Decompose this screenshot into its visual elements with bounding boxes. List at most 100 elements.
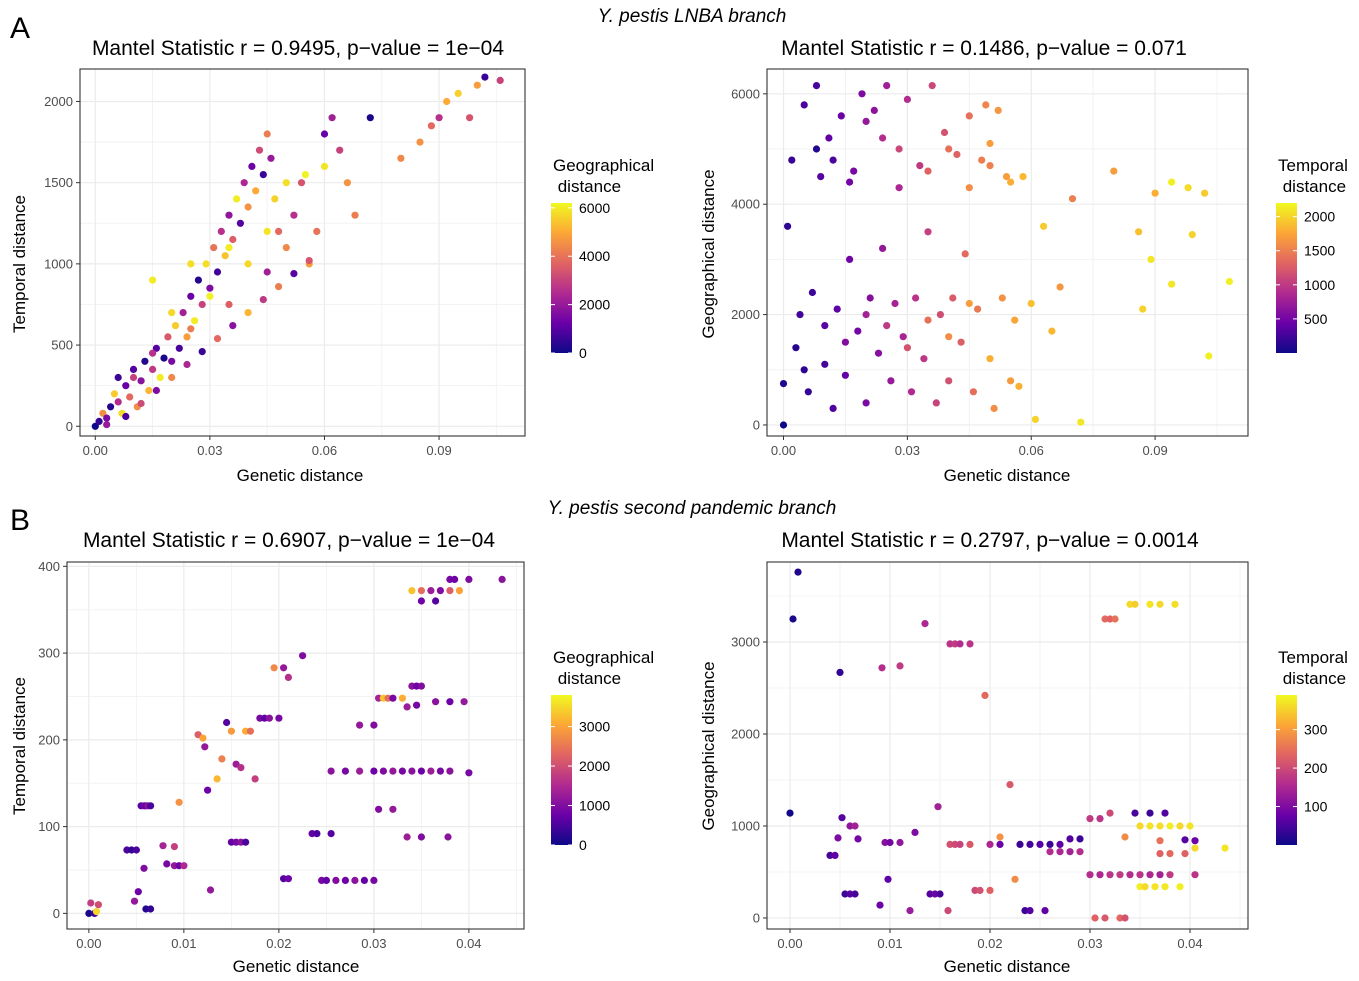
colorbar-tick-label: 4000 bbox=[579, 248, 610, 264]
data-point bbox=[408, 587, 416, 595]
data-point bbox=[351, 211, 359, 219]
data-point bbox=[141, 357, 149, 365]
data-point bbox=[443, 97, 451, 106]
legend-title-line-2: distance bbox=[553, 177, 621, 196]
data-point bbox=[883, 322, 891, 330]
data-point bbox=[800, 366, 808, 374]
data-point bbox=[375, 805, 383, 813]
panel-border bbox=[66, 561, 525, 930]
data-point bbox=[341, 876, 349, 885]
chart-title: Mantel Statistic r = 0.6907, p−value = 1… bbox=[83, 529, 495, 552]
data-point bbox=[1096, 815, 1104, 823]
data-point bbox=[244, 203, 252, 211]
data-point bbox=[417, 597, 425, 605]
data-point bbox=[403, 833, 411, 841]
y-tick-label: 0 bbox=[66, 419, 73, 434]
colorbar-tick-label: 0 bbox=[579, 837, 587, 853]
data-point bbox=[1036, 840, 1044, 849]
data-point bbox=[446, 698, 454, 706]
data-point bbox=[1151, 883, 1159, 891]
data-point bbox=[1176, 822, 1184, 830]
data-point bbox=[1136, 822, 1144, 830]
data-point bbox=[389, 767, 397, 775]
y-tick-label: 2000 bbox=[731, 727, 760, 742]
data-point bbox=[936, 890, 944, 898]
data-point bbox=[183, 333, 191, 341]
colorbar-tick-label: 100 bbox=[1304, 799, 1328, 815]
data-point bbox=[779, 421, 788, 429]
colorbar bbox=[551, 695, 572, 845]
data-point bbox=[789, 615, 797, 623]
colorbar-tick-label: 1000 bbox=[579, 798, 610, 814]
plot-area: 0.00 0.03 0.06 0.09 0 500 1000 1500 2000 bbox=[44, 68, 526, 458]
x-tick-label: 0.04 bbox=[456, 936, 481, 951]
data-point bbox=[94, 901, 102, 909]
data-point bbox=[1191, 837, 1199, 845]
data-point bbox=[924, 316, 932, 324]
data-point bbox=[255, 146, 264, 154]
data-point bbox=[1096, 871, 1104, 879]
data-point bbox=[951, 640, 959, 648]
data-point bbox=[1031, 415, 1039, 423]
data-point bbox=[996, 833, 1004, 841]
data-point bbox=[829, 156, 837, 164]
data-point bbox=[444, 833, 452, 841]
data-point bbox=[953, 150, 961, 159]
data-point bbox=[263, 268, 271, 276]
data-point bbox=[460, 698, 468, 706]
data-point bbox=[403, 703, 411, 711]
data-point bbox=[1056, 848, 1064, 856]
data-point bbox=[896, 838, 904, 847]
x-tick-label: 0.03 bbox=[1077, 936, 1102, 951]
data-point bbox=[481, 73, 489, 81]
data-point bbox=[103, 414, 111, 422]
data-point bbox=[199, 734, 207, 742]
data-point bbox=[213, 775, 221, 783]
data-point bbox=[786, 809, 794, 817]
chart-title: Mantel Statistic r = 0.1486, p−value = 0… bbox=[781, 37, 1187, 60]
data-point bbox=[812, 82, 821, 90]
data-point bbox=[862, 117, 870, 125]
y-tick-label: 300 bbox=[38, 646, 60, 661]
data-point bbox=[1131, 600, 1139, 608]
data-point bbox=[1011, 316, 1019, 324]
data-point bbox=[1048, 327, 1056, 335]
data-point bbox=[881, 838, 889, 847]
panel-border bbox=[79, 68, 526, 437]
data-point bbox=[1021, 907, 1029, 915]
data-point bbox=[206, 292, 214, 300]
data-point bbox=[1121, 833, 1129, 841]
data-point bbox=[147, 802, 155, 810]
data-point bbox=[912, 294, 920, 302]
x-tick-label: 0.00 bbox=[76, 936, 101, 951]
colorbar-tick-label: 3000 bbox=[579, 719, 610, 735]
data-point bbox=[280, 664, 288, 672]
data-point bbox=[1026, 840, 1034, 849]
data-point bbox=[944, 907, 952, 915]
data-point bbox=[114, 373, 122, 382]
data-point bbox=[92, 908, 101, 916]
data-point bbox=[1011, 875, 1019, 883]
data-point bbox=[1191, 871, 1199, 879]
data-point bbox=[206, 886, 215, 894]
chart-title: Mantel Statistic r = 0.2797, p−value = 0… bbox=[781, 529, 1199, 552]
colorbar bbox=[1276, 695, 1297, 845]
x-tick-label: 0.06 bbox=[1019, 443, 1044, 458]
data-point bbox=[788, 156, 796, 164]
data-point bbox=[924, 228, 932, 236]
data-point bbox=[1156, 822, 1164, 830]
data-point bbox=[290, 211, 298, 219]
data-point bbox=[1191, 844, 1199, 852]
data-point bbox=[145, 386, 153, 395]
x-axis-label: Genetic distance bbox=[944, 957, 1071, 976]
data-point bbox=[838, 814, 846, 822]
data-point bbox=[263, 227, 271, 235]
data-point bbox=[965, 184, 973, 192]
data-point bbox=[911, 828, 919, 837]
data-point bbox=[217, 227, 225, 235]
data-point bbox=[981, 691, 989, 700]
data-point bbox=[974, 305, 982, 313]
y-tick-label: 2000 bbox=[44, 94, 73, 109]
data-point bbox=[1026, 907, 1034, 915]
data-point bbox=[837, 112, 845, 120]
